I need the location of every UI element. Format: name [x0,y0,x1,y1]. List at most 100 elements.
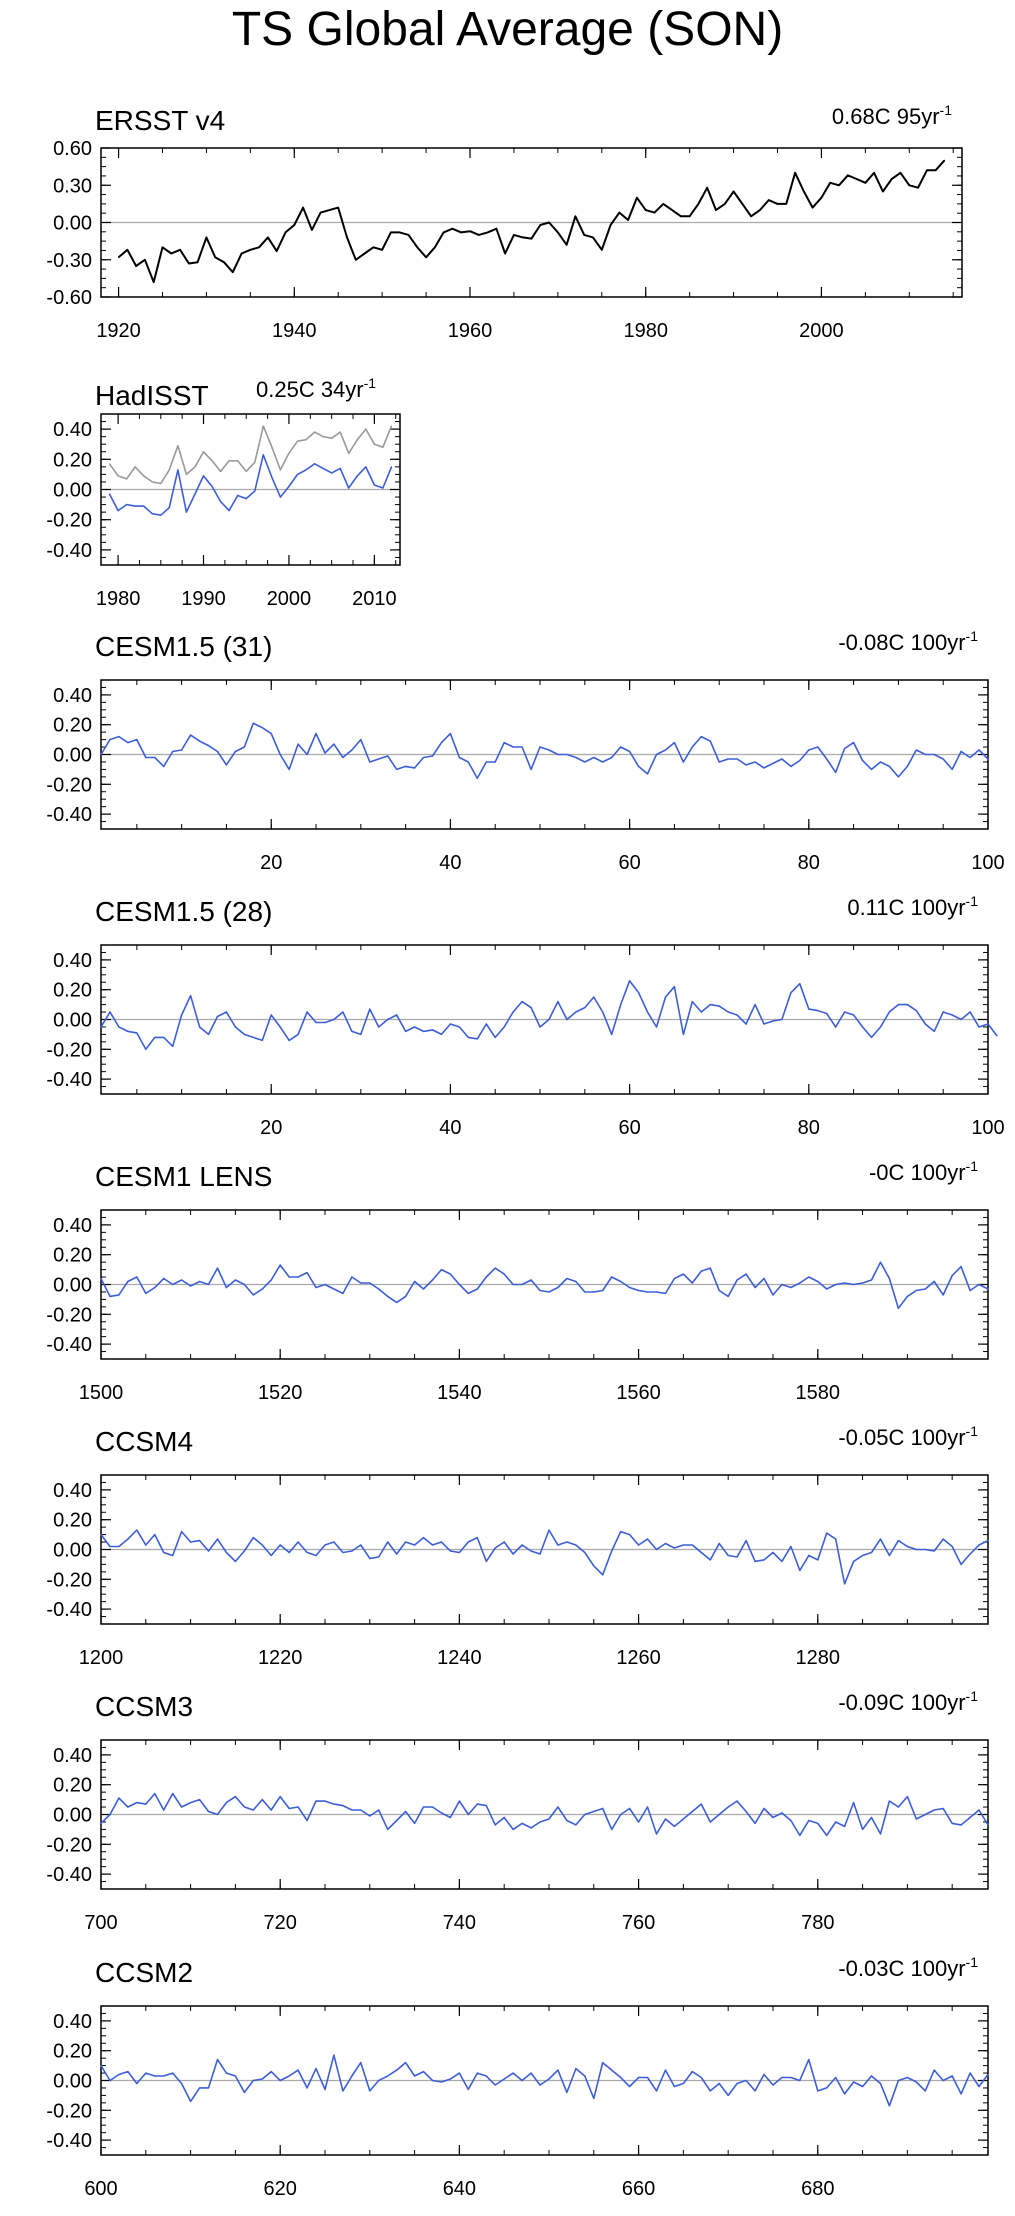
data-point [790,992,792,994]
data-point [261,1288,263,1290]
data-point [220,470,222,472]
data-point [100,1534,102,1536]
data-point [136,1802,138,1804]
data-point [333,2054,335,2056]
data-point [449,2078,451,2080]
data-point [351,1030,353,1032]
data-point [431,1544,434,1546]
data-point [261,1039,263,1041]
data-point [237,494,239,497]
data-point [390,231,392,233]
y-tick-label: 0.00 [53,213,92,235]
data-point [369,1282,371,1284]
data-point [136,1529,138,1531]
data-point [530,768,532,771]
data-point [548,221,550,224]
data-point [853,2081,855,2083]
data-point [405,765,407,768]
trend-value: -0.08C 100yr [838,630,965,655]
y-tick-label: 0.00 [53,745,92,767]
data-point [512,1828,514,1830]
data-point [108,463,111,465]
data-point [118,736,120,738]
chart-panel-ccsm4: 0.40 0.20 0.00 -0.20 -0.40 1200 1220 1240 1260 12… [46,1423,989,1669]
data-point [620,746,622,748]
x-tick-label: 1520 [258,1382,303,1404]
x-tick-label: 1580 [796,1382,841,1404]
series-line [100,1529,989,1585]
data-point [360,2062,362,2064]
data-point [888,1277,891,1280]
data-point [924,1288,926,1290]
data-point [709,1559,711,1561]
trend-value: -0.09C 100yr [838,1690,965,1715]
data-point [942,758,944,760]
data-point [207,1810,210,1813]
data-point [324,752,326,754]
data-point [199,1280,201,1283]
panel-title: CESM1.5 (31) [95,631,272,662]
data-point [584,761,586,763]
data-point [987,1824,989,1826]
data-point [228,510,230,512]
data-point [870,1036,873,1038]
data-point [351,2075,353,2077]
data-point [109,2079,111,2082]
data-point [627,219,629,221]
chart-panel-ccsm3: 0.40 0.20 0.00 -0.20 -0.40 700 720 740 760 780 CCS… [46,1688,989,1934]
data-point [790,1545,792,1548]
data-point [618,212,621,214]
data-point [745,764,747,766]
data-point [727,2094,729,2096]
data-point [673,1277,676,1280]
data-point [736,2082,738,2085]
data-point [342,1292,344,1294]
data-point [759,209,761,211]
data-point [826,1834,828,1836]
data-point [117,510,119,512]
data-point [440,742,443,744]
data-point [177,445,179,447]
data-point [772,1551,774,1554]
data-point [306,1272,308,1274]
data-point [638,1821,640,1823]
data-point [530,2072,532,2074]
data-point [682,761,685,763]
data-point [288,452,290,454]
data-point [709,1004,711,1006]
data-point [342,756,344,759]
data-point [100,1026,102,1028]
data-point [387,1541,389,1543]
y-tick-label: -0.30 [46,250,92,272]
data-point [118,1026,120,1028]
data-point [179,249,181,251]
data-point [745,1810,747,1813]
data-point [188,262,190,265]
data-point [351,1550,353,1552]
data-point [297,1541,299,1543]
data-point [279,2079,281,2082]
data-point [826,1532,828,1534]
data-point [181,2082,183,2085]
data-point [521,1001,523,1003]
data-point [826,1012,828,1015]
data-point [199,740,201,742]
data-point [718,2082,720,2085]
data-point [862,1282,864,1284]
y-tick-label: -0.40 [46,1069,92,1091]
data-point [682,1273,685,1275]
data-point [856,178,858,180]
data-point [611,1828,613,1830]
data-point [194,493,196,495]
x-tick-label: 20 [260,852,282,874]
x-tick-label: 620 [264,2178,297,2200]
data-point [673,1547,676,1549]
x-tick-label: 1240 [437,1647,482,1669]
y-tick-label: -0.40 [46,1334,92,1356]
data-point [234,1026,236,1028]
y-tick-label: -0.40 [46,1864,92,1886]
data-point [172,1793,174,1795]
data-point [566,1277,568,1280]
data-point [405,1541,407,1543]
